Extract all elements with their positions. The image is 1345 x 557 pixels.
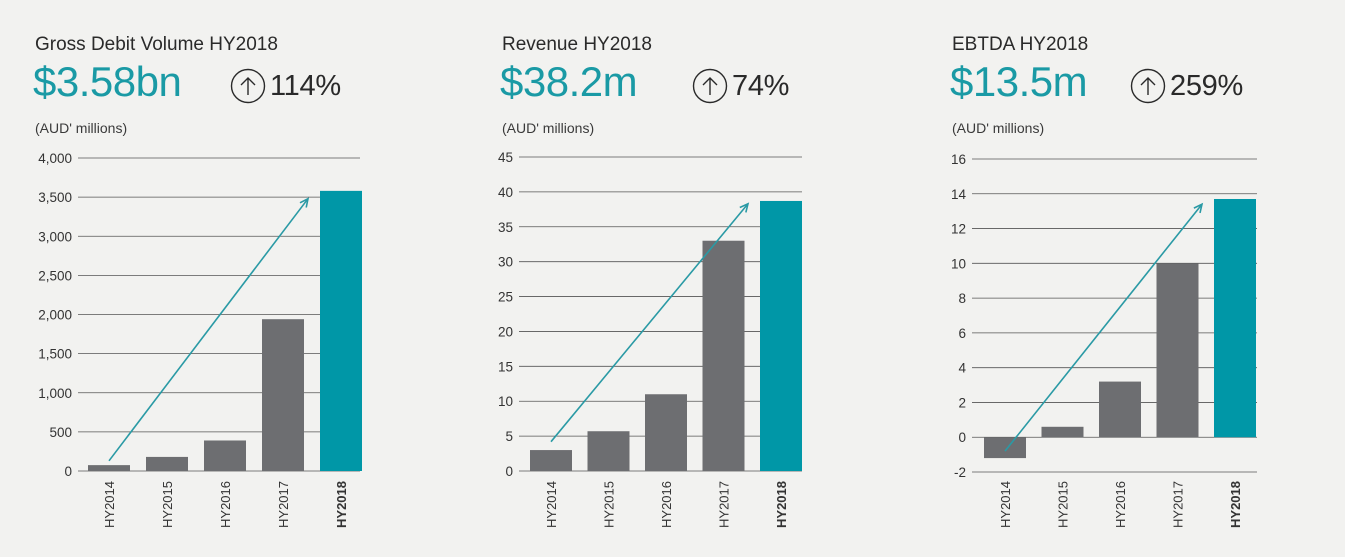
x-category-label: HY2016	[659, 481, 674, 528]
gross-debit-volume-panel: Gross Debit Volume HY2018 $3.58bn 114% (…	[30, 0, 430, 557]
up-arrow-circle-icon	[1130, 68, 1166, 104]
y-tick-label: 40	[498, 185, 513, 200]
y-tick-label: -2	[954, 465, 966, 480]
bar-chart: -2 0 2 4 6 8 10 12 14 16 HY2014 HY2015 HY2016 HY2017 H…	[951, 152, 1257, 528]
x-category-label: HY2015	[1056, 481, 1071, 528]
x-category-label: HY2014	[544, 481, 559, 528]
bar-hy2015	[1041, 426, 1084, 438]
y-tick-label: 0	[958, 430, 966, 445]
y-tick-label: 10	[498, 394, 513, 409]
x-category-label: HY2017	[1171, 481, 1186, 528]
growth-percent: 74%	[732, 69, 790, 102]
bar-hy2015	[587, 431, 630, 471]
y-tick-label: 0	[64, 464, 72, 479]
y-tick-label: 16	[951, 152, 966, 167]
bar-hy2016	[645, 394, 687, 471]
y-tick-label: 3,000	[38, 229, 72, 244]
y-tick-label: 5	[505, 429, 513, 444]
trend-arrow-line	[1004, 203, 1203, 452]
panel-title: EBTDA HY2018	[952, 34, 1089, 55]
growth-indicator: 114%	[230, 66, 341, 106]
y-tick-label: 20	[498, 324, 513, 339]
unit-label: (AUD' millions)	[35, 120, 128, 136]
x-category-label: HY2014	[102, 481, 117, 528]
y-tick-label: 2,500	[38, 268, 72, 283]
y-tick-label: 6	[958, 326, 966, 341]
trend-arrow-head	[1193, 202, 1204, 214]
y-tick-label: 10	[951, 256, 966, 271]
x-category-label: HY2017	[276, 481, 291, 528]
bar-hy2016	[1099, 381, 1141, 438]
growth-indicator: 259%	[1130, 66, 1243, 106]
bar-hy2014	[88, 465, 130, 471]
headline-value: $3.58bn	[33, 58, 182, 105]
trend-arrow-line	[550, 203, 749, 443]
x-category-label: HY2016	[1113, 481, 1128, 528]
x-category-label: HY2014	[998, 481, 1013, 528]
y-tick-label: 35	[498, 220, 513, 235]
ebtda-panel: EBTDA HY2018 $13.5m 259% (AUD' millions)…	[947, 0, 1345, 557]
y-tick-label: 4,000	[38, 151, 72, 166]
y-tick-label: 8	[958, 291, 966, 306]
trend-arrow-head	[299, 197, 310, 208]
x-category-label: HY2018	[334, 481, 349, 528]
trend-arrow-head	[739, 202, 750, 213]
up-arrow-circle-icon	[692, 68, 728, 104]
bar-chart: 0 500 1,000 1,500 2,000 2,500 3,000 3,500 4,000 H…	[38, 151, 362, 528]
trend-arrow-line	[108, 198, 309, 462]
x-category-label: HY2018	[1228, 481, 1243, 528]
unit-label: (AUD' millions)	[502, 120, 595, 136]
up-arrow-circle-icon	[230, 68, 266, 104]
growth-indicator: 74%	[692, 66, 789, 106]
x-category-label: HY2018	[774, 481, 789, 528]
bar-hy2014	[984, 437, 1026, 459]
panel-title: Revenue HY2018	[502, 34, 652, 55]
unit-label: (AUD' millions)	[952, 120, 1045, 136]
y-tick-label: 12	[951, 222, 966, 237]
bar-hy2018	[760, 200, 802, 471]
bar-hy2017	[1156, 263, 1199, 438]
x-category-label: HY2015	[160, 481, 175, 528]
panel-title: Gross Debit Volume HY2018	[35, 34, 278, 55]
bar-hy2015	[146, 456, 188, 471]
y-tick-label: 0	[505, 464, 513, 479]
bar-hy2018	[1214, 198, 1256, 438]
growth-percent: 259%	[1170, 69, 1243, 102]
y-tick-label: 30	[498, 255, 513, 270]
bar-hy2014	[530, 450, 572, 471]
revenue-panel: Revenue HY2018 $38.2m 74% (AUD' millions…	[497, 0, 897, 557]
y-tick-label: 1,500	[38, 347, 72, 362]
headline-value: $13.5m	[950, 58, 1088, 105]
x-category-label: HY2015	[602, 481, 617, 528]
y-tick-label: 500	[49, 425, 72, 440]
x-category-label: HY2016	[218, 481, 233, 528]
y-tick-label: 2,000	[38, 308, 72, 323]
y-tick-label: 25	[498, 290, 513, 305]
headline-value: $38.2m	[500, 58, 638, 105]
y-tick-label: 14	[951, 187, 967, 202]
y-tick-label: 4	[958, 361, 966, 376]
y-tick-label: 15	[498, 359, 513, 374]
bar-hy2017	[262, 319, 304, 471]
y-tick-label: 3,500	[38, 190, 72, 205]
x-category-label: HY2017	[717, 481, 732, 528]
growth-percent: 114%	[270, 69, 341, 102]
bar-hy2017	[702, 240, 745, 471]
y-tick-label: 2	[958, 395, 966, 410]
bar-chart: 0 5 10 15 20 25 30 35 40 45 HY2014 HY2015 HY2016 HY20…	[498, 150, 802, 528]
y-tick-label: 1,000	[38, 386, 72, 401]
y-tick-label: 45	[498, 150, 513, 165]
bar-hy2018	[320, 190, 362, 472]
bar-hy2016	[204, 440, 246, 471]
